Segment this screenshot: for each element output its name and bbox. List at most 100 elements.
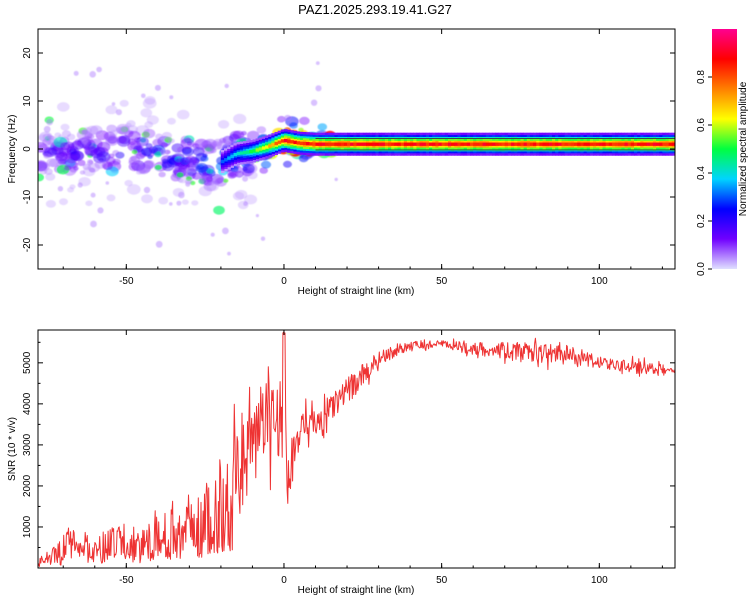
x-tick-label: 50 [436, 276, 448, 287]
spectrogram-cell [627, 142, 632, 146]
spectrogram-outlier [46, 118, 53, 126]
spectrogram-cell [659, 142, 663, 146]
spectrogram-cell [312, 142, 316, 146]
y-tick-label: -20 [22, 237, 33, 252]
spectrogram-noise-blobs [38, 61, 338, 256]
spectrogram-outlier [255, 214, 259, 218]
spectrogram-cell [242, 150, 247, 155]
spectrogram-cell [381, 142, 386, 146]
spectrogram-blob [246, 130, 260, 141]
spectrogram-blob [277, 115, 286, 123]
spectrogram-cell [583, 142, 588, 146]
spectrogram-cell [507, 142, 512, 146]
spectrogram-cell [492, 142, 496, 146]
spectrogram-blob [140, 108, 153, 118]
spectrogram-blob [161, 131, 172, 140]
spectrogram-blob [284, 114, 292, 121]
spectrogram-cell [277, 140, 282, 144]
spectrogram-blob [45, 200, 57, 208]
y-tick-label: 4000 [22, 392, 33, 415]
spectrogram-cell [649, 142, 654, 146]
spectrogram-cell [526, 142, 531, 146]
spectrogram-cell [482, 142, 487, 146]
y-tick-label: 5000 [22, 351, 33, 374]
spectrogram-cell [561, 142, 566, 146]
spectrogram-carrier-band [220, 129, 675, 174]
spectrogram-cell [460, 142, 465, 146]
spectrogram-blob [45, 173, 56, 181]
spectrogram-cell [296, 141, 301, 145]
spectrogram-blob [181, 146, 192, 155]
spectrogram-cell [665, 142, 670, 146]
spectrogram-cell [265, 145, 269, 149]
spectrogram-blob [260, 160, 272, 169]
spectrogram-cell [403, 142, 408, 146]
spectrogram-cell [271, 143, 275, 147]
spectrogram-outlier [57, 186, 64, 192]
spectrogram-marks [38, 61, 675, 256]
spectrogram-blob [256, 126, 267, 134]
spectrogram-outlier [43, 125, 51, 133]
spectrogram-cell [331, 142, 335, 146]
spectrogram-cell [618, 142, 622, 146]
x-tick-label: 0 [281, 575, 287, 586]
spectrogram-cell [435, 142, 439, 146]
colorbar-ticks: 0.0 0.2 0.4 0.6 0.8 [696, 70, 712, 276]
spectrogram-blob [199, 175, 212, 185]
spectrogram-blob [108, 153, 115, 159]
snr-y-axis-label: SNR (10 * v/v) [7, 417, 18, 481]
spectrogram-outlier [155, 240, 163, 248]
spectrogram-cell [416, 142, 420, 146]
spectrogram-cell [593, 142, 597, 146]
spectrogram-cell [577, 142, 581, 146]
spectrogram-blob [131, 149, 138, 155]
spectrogram-cell [473, 142, 477, 146]
spectrogram-blob [158, 171, 166, 178]
spectrogram-blob [176, 109, 190, 120]
spectrogram-cell [425, 142, 430, 146]
spectrogram-blob [116, 136, 131, 147]
spectrogram-blob [168, 138, 175, 144]
spectrogram-blob [102, 162, 113, 171]
spectrogram-cell [340, 142, 345, 146]
spectrogram-outlier [143, 186, 151, 194]
spectrogram-blob [201, 143, 215, 155]
spectrogram-blob [79, 170, 86, 175]
spectrogram-blob [162, 158, 169, 164]
spectrogram-cell [324, 142, 329, 146]
spectrogram-cell [520, 142, 525, 146]
spectrogram-blob [283, 160, 292, 168]
spectrogram-cell [406, 142, 411, 146]
spectrogram-cell [343, 142, 348, 146]
spectrogram-blob [192, 172, 202, 180]
spectrogram-cell [570, 142, 575, 146]
spectrogram-outlier [77, 182, 83, 188]
spectrogram-outlier [334, 177, 338, 182]
spectrogram-cell [328, 142, 332, 146]
spectrogram-blob [222, 178, 229, 183]
spectrogram-cell [384, 142, 389, 146]
spectrogram-cell [444, 142, 449, 146]
spectrogram-cell [567, 142, 572, 146]
spectrogram-blob [86, 125, 99, 135]
spectrogram-cell [299, 141, 304, 146]
spectrogram-cell [438, 142, 443, 146]
spectrogram-blob [148, 146, 159, 154]
spectrogram-outlier [242, 175, 249, 182]
spectrogram-cell [470, 142, 474, 146]
spectrogram-outlier [210, 232, 215, 237]
spectrogram-cell [646, 142, 651, 146]
spectrogram-outlier [178, 191, 185, 199]
spectrogram-cell [457, 142, 461, 146]
spectrogram-cell [293, 140, 297, 145]
spectrogram-blob [233, 113, 247, 124]
y-tick-label: 10 [22, 95, 33, 107]
spectrogram-outlier [174, 166, 179, 171]
spectrogram-cell [630, 142, 635, 146]
spectrogram-cell [233, 152, 238, 157]
spectrogram-outlier [310, 99, 318, 106]
spectrogram-blob [49, 158, 60, 168]
spectrogram-blob [112, 150, 120, 156]
colorbar-tick-label: 0.2 [696, 214, 707, 228]
colorbar [712, 29, 737, 269]
